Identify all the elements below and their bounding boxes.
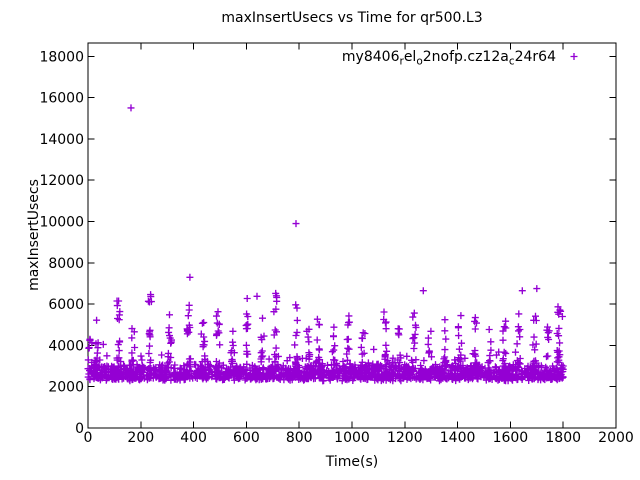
svg-text:600: 600 <box>233 430 260 446</box>
svg-text:6000: 6000 <box>48 297 84 313</box>
svg-text:8000: 8000 <box>48 256 84 272</box>
svg-text:16000: 16000 <box>39 91 84 107</box>
plot-border <box>87 42 617 429</box>
svg-text:18000: 18000 <box>39 49 84 65</box>
y-axis-label: maxInsertUsecs <box>26 179 42 291</box>
svg-text:10000: 10000 <box>39 215 84 231</box>
svg-text:0: 0 <box>75 421 84 437</box>
svg-text:2000: 2000 <box>598 430 634 446</box>
svg-text:14000: 14000 <box>39 132 84 148</box>
svg-text:1000: 1000 <box>334 430 370 446</box>
chart-title: maxInsertUsecs vs Time for qr500.L3 <box>221 10 482 26</box>
svg-text:2000: 2000 <box>48 380 84 396</box>
legend-plus-marker-icon <box>570 53 578 60</box>
legend-label: my8406relo2nofp.cz12ac24r64 <box>342 49 556 68</box>
scatter-points <box>84 104 567 385</box>
legend: my8406relo2nofp.cz12ac24r64 <box>342 49 578 68</box>
svg-text:1200: 1200 <box>387 430 423 446</box>
svg-text:1600: 1600 <box>493 430 529 446</box>
svg-text:4000: 4000 <box>48 338 84 354</box>
svg-text:400: 400 <box>180 430 207 446</box>
svg-text:12000: 12000 <box>39 173 84 189</box>
svg-text:800: 800 <box>286 430 313 446</box>
svg-text:0: 0 <box>84 430 93 446</box>
svg-text:1400: 1400 <box>440 430 476 446</box>
svg-text:200: 200 <box>127 430 154 446</box>
x-axis-label: Time(s) <box>325 454 378 470</box>
x-axis-ticks: 0 200 400 600 800 1000 1200 1400 1600 1800 2000 <box>84 43 634 446</box>
svg-text:1800: 1800 <box>545 430 581 446</box>
